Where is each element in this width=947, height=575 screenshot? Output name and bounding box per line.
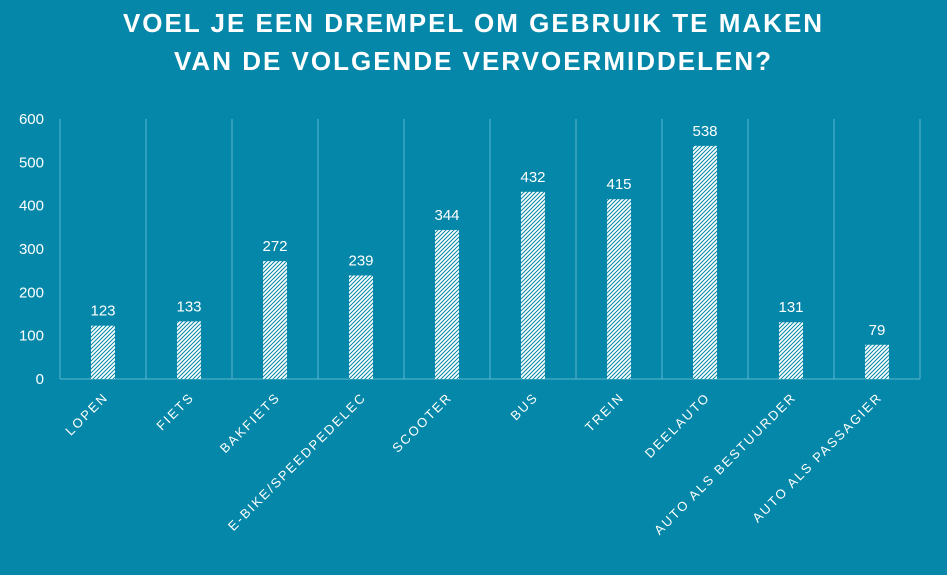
bar [693, 145, 717, 379]
bar [779, 322, 803, 379]
data-label: 272 [262, 238, 287, 255]
data-label: 344 [434, 207, 459, 224]
data-label: 133 [176, 298, 201, 315]
grid-lines [59, 119, 921, 379]
y-tick-label: 300 [19, 241, 44, 258]
x-tick-label: BUS [507, 390, 541, 424]
x-tick-label: LOPEN [62, 390, 111, 439]
bar [435, 229, 459, 379]
bars [91, 145, 889, 379]
y-tick-label: 400 [19, 198, 44, 215]
data-label: 79 [869, 322, 886, 339]
bar [521, 191, 545, 379]
bar [865, 344, 889, 379]
data-label: 538 [692, 123, 717, 140]
x-tick-label: AUTO ALS BESTUURDER [651, 390, 799, 538]
bar [349, 275, 373, 379]
y-tick-label: 600 [19, 111, 44, 128]
bar [607, 199, 631, 379]
data-label: 123 [90, 303, 115, 320]
x-tick-label: TREIN [582, 390, 627, 435]
bar [91, 325, 115, 379]
chart-title-line-2: VAN DE VOLGENDE VERVOERMIDDELEN? [174, 46, 773, 76]
chart-title-line-1: VOEL JE EEN DREMPEL OM GEBRUIK TE MAKEN [122, 8, 825, 38]
y-tick-label: 100 [19, 328, 44, 345]
x-tick-label: SCOOTER [389, 390, 455, 456]
chart-title: VOEL JE EEN DREMPEL OM GEBRUIK TE MAKEN … [0, 4, 947, 80]
data-label: 131 [778, 299, 803, 316]
data-label: 239 [348, 252, 373, 269]
data-label: 432 [520, 169, 545, 186]
x-tick-label: E-BIKE/SPEEDPEDELEC [225, 390, 369, 534]
bar [177, 321, 201, 379]
data-labels: 123 133 272 239 344 432 415 538 131 79 [90, 123, 885, 339]
data-label: 415 [606, 176, 631, 193]
y-tick-label: 200 [19, 284, 44, 301]
x-tick-label: BAKFIETS [217, 390, 283, 456]
x-tick-label: FIETS [153, 390, 197, 434]
y-tick-label: 500 [19, 154, 44, 171]
y-tick-label: 0 [36, 371, 44, 388]
bar [263, 261, 287, 379]
x-tick-label: DEELAUTO [642, 390, 713, 461]
